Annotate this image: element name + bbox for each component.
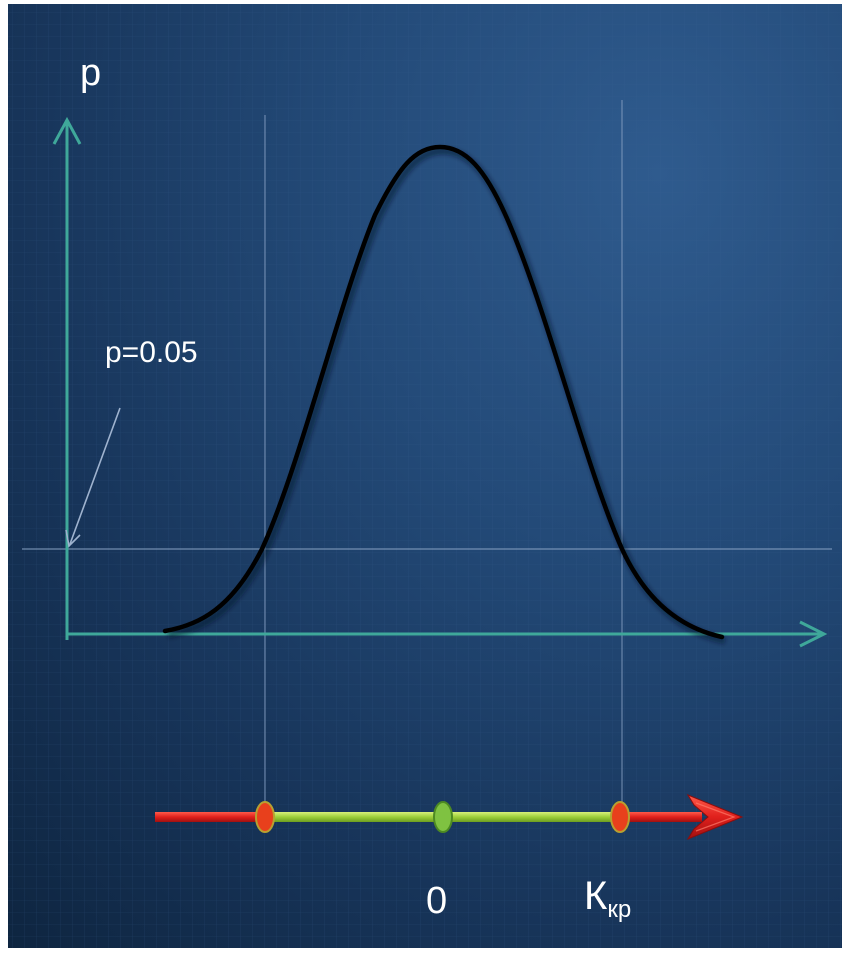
right-rejection-segment: [620, 812, 702, 822]
grid-texture: [8, 4, 842, 948]
center-point-label: 0: [426, 880, 448, 922]
right-critical-marker: [610, 801, 630, 833]
threshold-pointer-arrow: [65, 407, 121, 548]
distribution-curve: [162, 144, 725, 640]
left-rejection-segment: [155, 812, 267, 822]
center-marker: [433, 801, 453, 833]
threshold-label: p=0.05: [105, 336, 198, 369]
y-axis: [52, 116, 82, 640]
critical-value-subscript: кр: [607, 896, 632, 923]
critical-value-main: К: [584, 874, 608, 918]
critical-value-label: Ккр: [584, 874, 631, 924]
left-critical-marker: [255, 801, 275, 833]
y-axis-label: p: [80, 52, 102, 94]
number-line-arrowhead: [686, 793, 744, 841]
